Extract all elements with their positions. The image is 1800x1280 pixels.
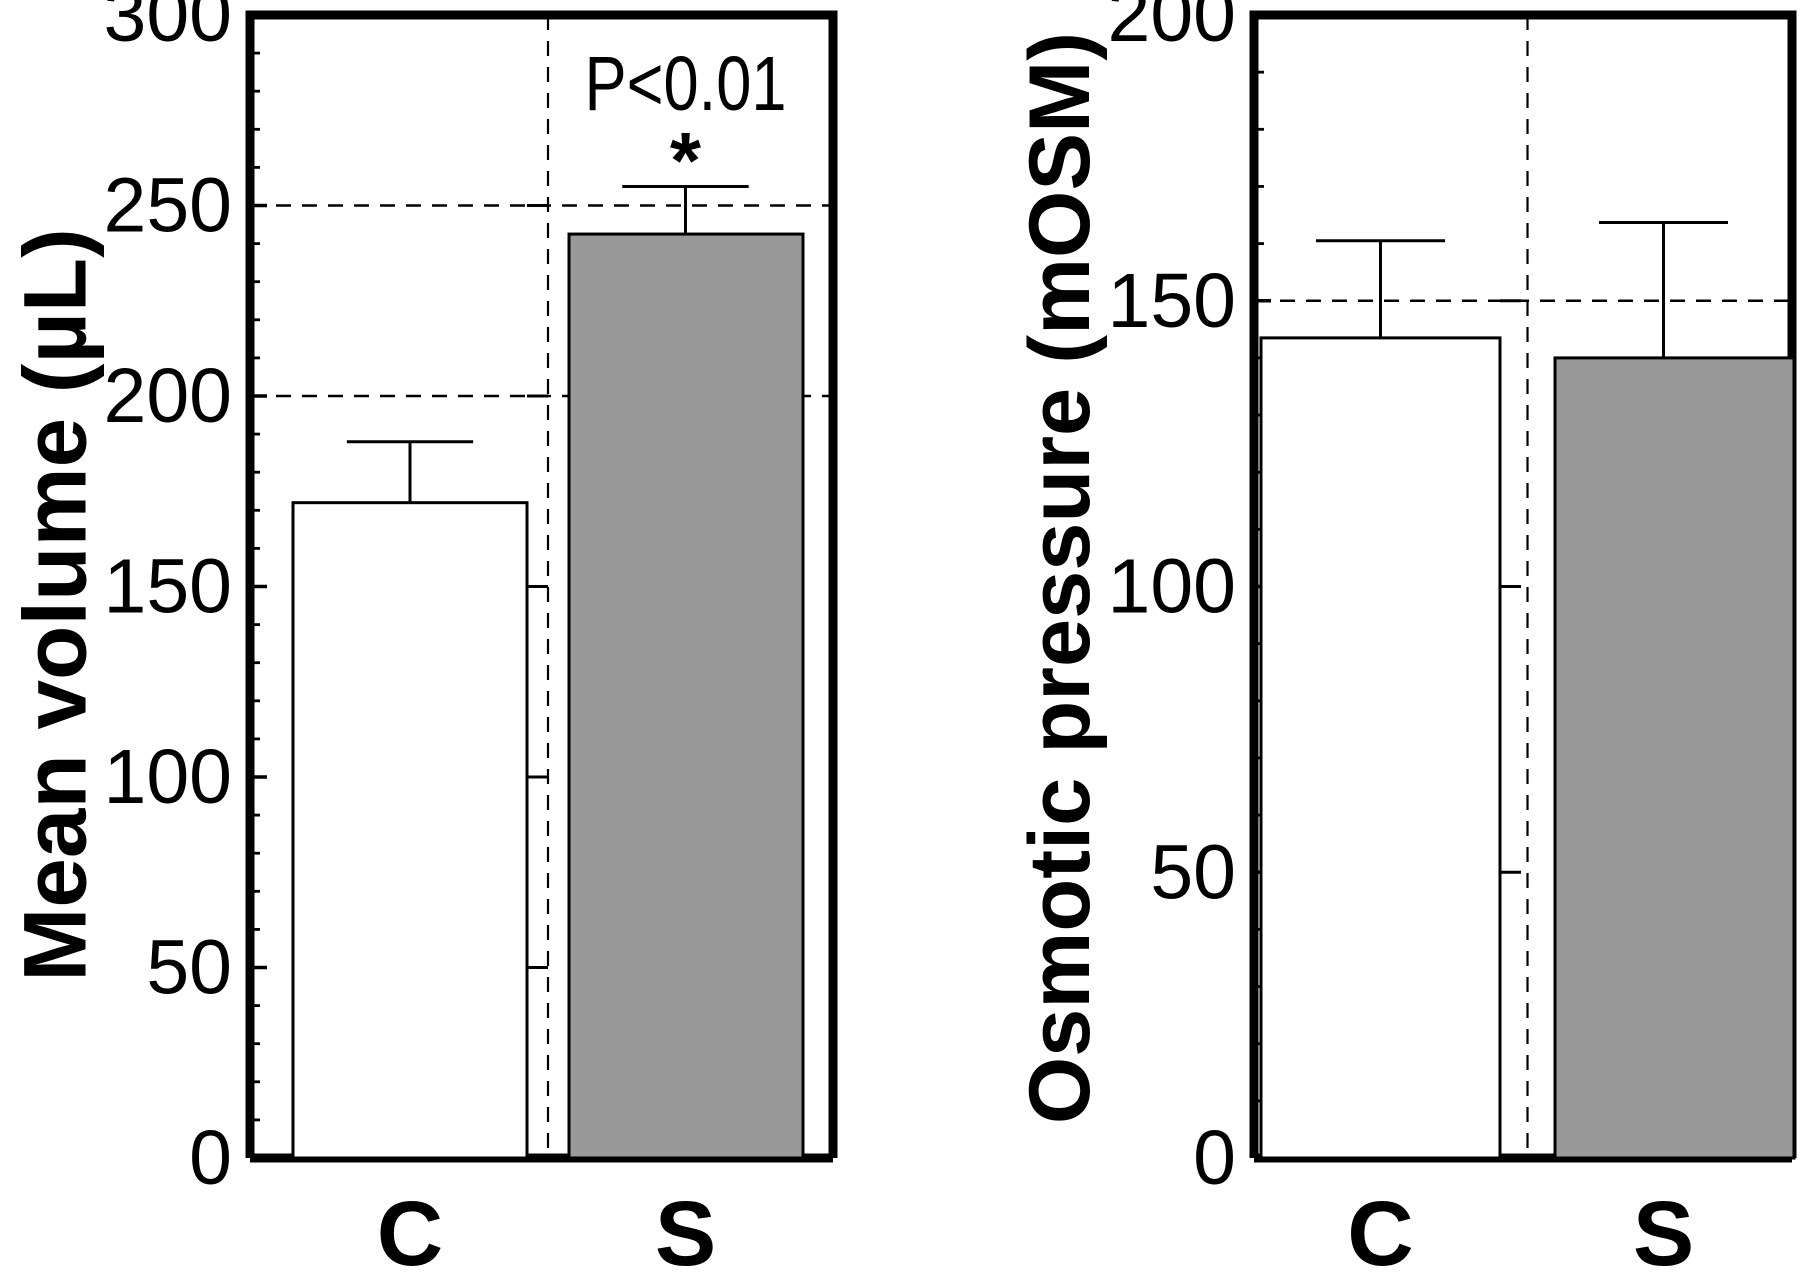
svg-text:300: 300	[104, 0, 232, 58]
svg-text:100: 100	[104, 734, 232, 820]
svg-text:50: 50	[1150, 829, 1236, 915]
svg-text:250: 250	[104, 163, 232, 249]
svg-text:100: 100	[1108, 544, 1236, 630]
svg-text:S: S	[655, 1183, 716, 1275]
svg-text:150: 150	[1108, 258, 1236, 344]
svg-text:P<0.01: P<0.01	[585, 41, 787, 127]
svg-text:0: 0	[1193, 1115, 1236, 1201]
svg-text:0: 0	[189, 1115, 232, 1201]
svg-text:200: 200	[1108, 0, 1236, 58]
svg-text:50: 50	[146, 925, 232, 1011]
svg-text:150: 150	[104, 544, 232, 630]
svg-text:200: 200	[104, 353, 232, 439]
svg-text:Mean volume (µL): Mean volume (µL)	[5, 228, 105, 981]
svg-text:C: C	[1347, 1183, 1413, 1275]
svg-text:*: *	[670, 116, 702, 205]
svg-text:C: C	[377, 1183, 443, 1275]
svg-text:Osmotic pressure (mOSM): Osmotic pressure (mOSM)	[1012, 32, 1108, 1124]
svg-text:S: S	[1633, 1183, 1694, 1275]
